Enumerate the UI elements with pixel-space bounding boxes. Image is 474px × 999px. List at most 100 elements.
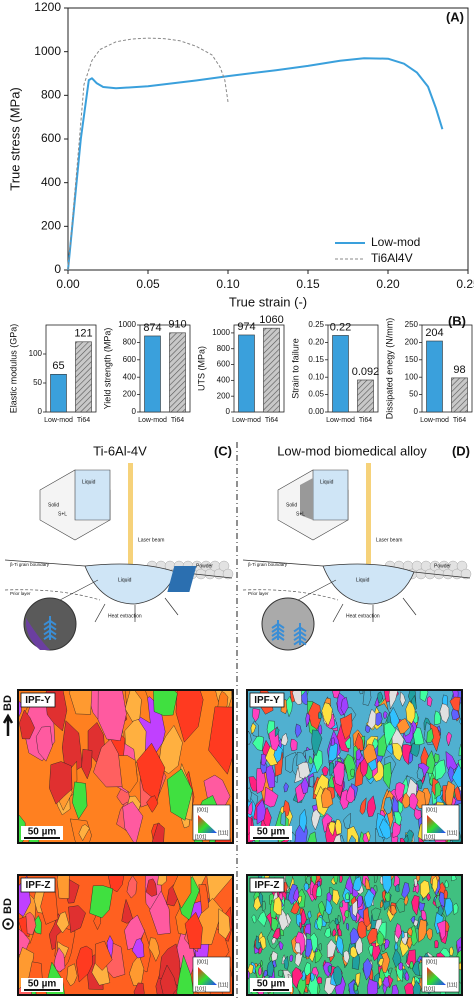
bar xyxy=(238,334,255,413)
grain xyxy=(318,942,322,952)
y-axis-label: Yield strength (MPa) xyxy=(102,328,112,410)
y-axis-label: Strain to failure xyxy=(290,338,300,399)
grain xyxy=(285,875,293,890)
grain xyxy=(81,748,93,780)
grain xyxy=(198,884,209,914)
ipf-001: [001] xyxy=(197,807,209,813)
magnified-view xyxy=(261,597,315,651)
grain xyxy=(399,837,406,843)
y-tick-label: 250 xyxy=(405,320,419,329)
grain xyxy=(285,695,293,718)
grain xyxy=(292,690,302,705)
grain xyxy=(218,908,231,940)
grain xyxy=(250,722,257,735)
grain xyxy=(270,917,279,933)
grain xyxy=(363,888,375,910)
grain xyxy=(382,983,388,995)
grain xyxy=(345,785,355,803)
grain xyxy=(277,969,284,978)
y-tick-label: 150 xyxy=(405,355,419,364)
grain xyxy=(390,905,398,916)
grain xyxy=(343,812,351,829)
panel-label: (A) xyxy=(446,9,464,24)
grain xyxy=(305,712,311,728)
grain xyxy=(399,691,406,707)
scale-label: 50 µm xyxy=(28,827,57,838)
y-tick-label: 800 xyxy=(217,344,231,353)
grain xyxy=(367,708,377,730)
bd-arrow xyxy=(2,713,14,736)
grain xyxy=(421,909,427,921)
y-tick-label: 1000 xyxy=(212,328,230,337)
map-border xyxy=(17,689,234,844)
label-heat: Heat extraction xyxy=(108,613,142,619)
y-tick-label: 200 xyxy=(405,338,419,347)
grain xyxy=(333,833,342,843)
y-tick-label: 200 xyxy=(217,391,231,400)
y-tick-label: 0.25 xyxy=(308,320,324,329)
ipf-111: [111] xyxy=(218,830,229,836)
grain xyxy=(392,948,402,968)
scale-label: 50 µm xyxy=(257,827,286,838)
ipf-001: [001] xyxy=(426,959,438,965)
grain xyxy=(307,910,312,919)
grain xyxy=(420,880,431,899)
map-tag: IPF-Y xyxy=(254,695,280,706)
bar xyxy=(426,340,443,413)
grain xyxy=(352,876,363,892)
label-liquid: Liquid xyxy=(118,577,132,583)
grain xyxy=(124,690,142,722)
grain xyxy=(324,927,331,938)
map-border xyxy=(246,689,463,844)
label-boundary: β-Ti grain boundary xyxy=(248,562,288,567)
grain xyxy=(449,946,454,957)
grain xyxy=(69,690,93,715)
grain xyxy=(316,976,322,984)
grain xyxy=(157,875,167,886)
grain xyxy=(56,911,70,934)
bd-dot xyxy=(6,922,10,926)
grain xyxy=(294,723,302,738)
x-tick-label: Low-mod xyxy=(44,417,73,424)
value-label: 121 xyxy=(74,328,92,340)
grain xyxy=(362,957,373,981)
y-tick-label: 50 xyxy=(33,378,42,387)
ipf-111: [111] xyxy=(447,830,458,836)
grain xyxy=(327,964,332,974)
ipf-key xyxy=(198,815,217,833)
y-tick-label: 400 xyxy=(217,375,231,384)
grain xyxy=(121,898,134,924)
grain xyxy=(434,781,442,800)
grain xyxy=(393,811,403,827)
prior-layer xyxy=(242,589,339,601)
grain xyxy=(311,808,321,831)
grain xyxy=(283,782,289,793)
bar-frame xyxy=(233,324,285,413)
map-tag: IPF-Y xyxy=(25,695,51,706)
grain xyxy=(271,950,278,962)
grain xyxy=(354,732,364,751)
grain xyxy=(279,929,285,937)
x-tick-label: Low-mod xyxy=(326,417,355,424)
grain xyxy=(395,923,402,940)
grain xyxy=(153,690,178,716)
plot-frame xyxy=(67,7,469,271)
y-tick-label: 0.15 xyxy=(308,355,324,364)
grain xyxy=(401,930,405,939)
label-powder: Powder xyxy=(434,563,451,569)
grain xyxy=(376,930,385,947)
grain xyxy=(308,755,313,765)
grain xyxy=(320,787,334,808)
map-tag-bg xyxy=(249,877,285,893)
grain xyxy=(247,963,254,975)
ipf-101: [101] xyxy=(195,834,207,840)
grain xyxy=(78,824,90,842)
grain xyxy=(266,959,275,978)
grain xyxy=(136,742,166,802)
grain xyxy=(66,963,78,987)
grain xyxy=(328,821,336,837)
grain xyxy=(346,922,350,931)
grain xyxy=(208,706,233,775)
y-tick-label: 50 xyxy=(409,390,418,399)
bar xyxy=(169,332,186,413)
